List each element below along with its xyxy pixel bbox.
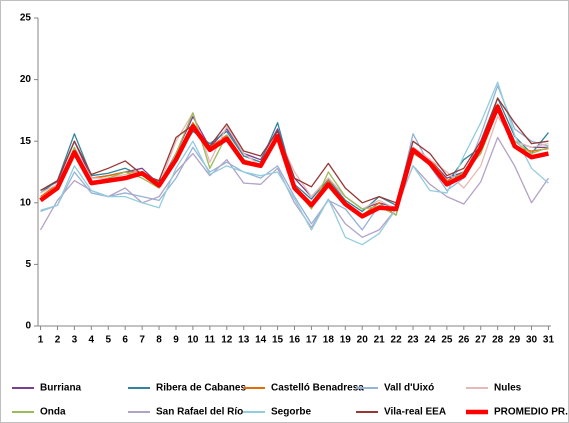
series-line [40, 97, 549, 204]
x-tick-label: 30 [526, 335, 538, 346]
legend-label: Nules [494, 383, 522, 394]
x-tick-label: 12 [221, 335, 233, 346]
x-tick-label: 10 [187, 335, 199, 346]
x-tick-label: 18 [323, 335, 335, 346]
x-tick-label: 24 [424, 335, 436, 346]
x-tick-label: 11 [205, 335, 216, 346]
x-tick-label: 2 [55, 335, 61, 346]
x-tick-label: 27 [475, 335, 487, 346]
x-tick-label: 31 [543, 335, 555, 346]
legend-label: San Rafael del Río [156, 407, 243, 418]
x-tick-label: 26 [458, 335, 470, 346]
x-tick-label: 1 [38, 335, 44, 346]
x-tick-label: 29 [509, 335, 521, 346]
y-tick-label: 15 [20, 136, 32, 147]
y-tick-label: 10 [20, 197, 32, 208]
x-tick-label: 8 [156, 335, 162, 346]
x-tick-label: 20 [357, 335, 369, 346]
x-tick-label: 17 [306, 335, 318, 346]
x-tick-label: 6 [122, 335, 128, 346]
legend-label: Onda [40, 407, 66, 418]
x-tick-label: 4 [89, 335, 95, 346]
legend-label: PROMEDIO PR. [494, 407, 568, 418]
series-line [40, 81, 549, 246]
y-tick-label: 25 [20, 13, 32, 24]
legend-label: Ribera de Cabanes [156, 383, 246, 394]
x-tick-label: 23 [407, 335, 419, 346]
x-tick-label: 14 [255, 335, 267, 346]
series-line [40, 112, 549, 210]
x-tick-label: 19 [340, 335, 352, 346]
x-tick-label: 28 [492, 335, 504, 346]
y-tick-label: 20 [20, 74, 32, 85]
x-tick-label: 15 [272, 335, 284, 346]
x-tick-label: 13 [238, 335, 250, 346]
legend-label: Burriana [40, 383, 82, 394]
y-tick-label: 5 [25, 259, 31, 270]
x-tick-label: 16 [289, 335, 301, 346]
x-tick-label: 5 [105, 335, 111, 346]
y-tick-label: 0 [25, 321, 31, 332]
series-line [39, 104, 549, 219]
legend-label: Vila-real EEA [384, 407, 446, 418]
legend-label: Segorbe [271, 407, 311, 418]
x-tick-label: 25 [441, 335, 453, 346]
x-tick-label: 3 [72, 335, 78, 346]
series-line [39, 136, 549, 238]
x-tick-label: 9 [173, 335, 179, 346]
legend-label: Castelló Benadresa [271, 383, 364, 394]
x-tick-label: 21 [374, 335, 386, 346]
legend-label: Vall d'Uixó [384, 383, 434, 394]
x-tick-label: 22 [391, 335, 403, 346]
x-tick-label: 7 [139, 335, 145, 346]
